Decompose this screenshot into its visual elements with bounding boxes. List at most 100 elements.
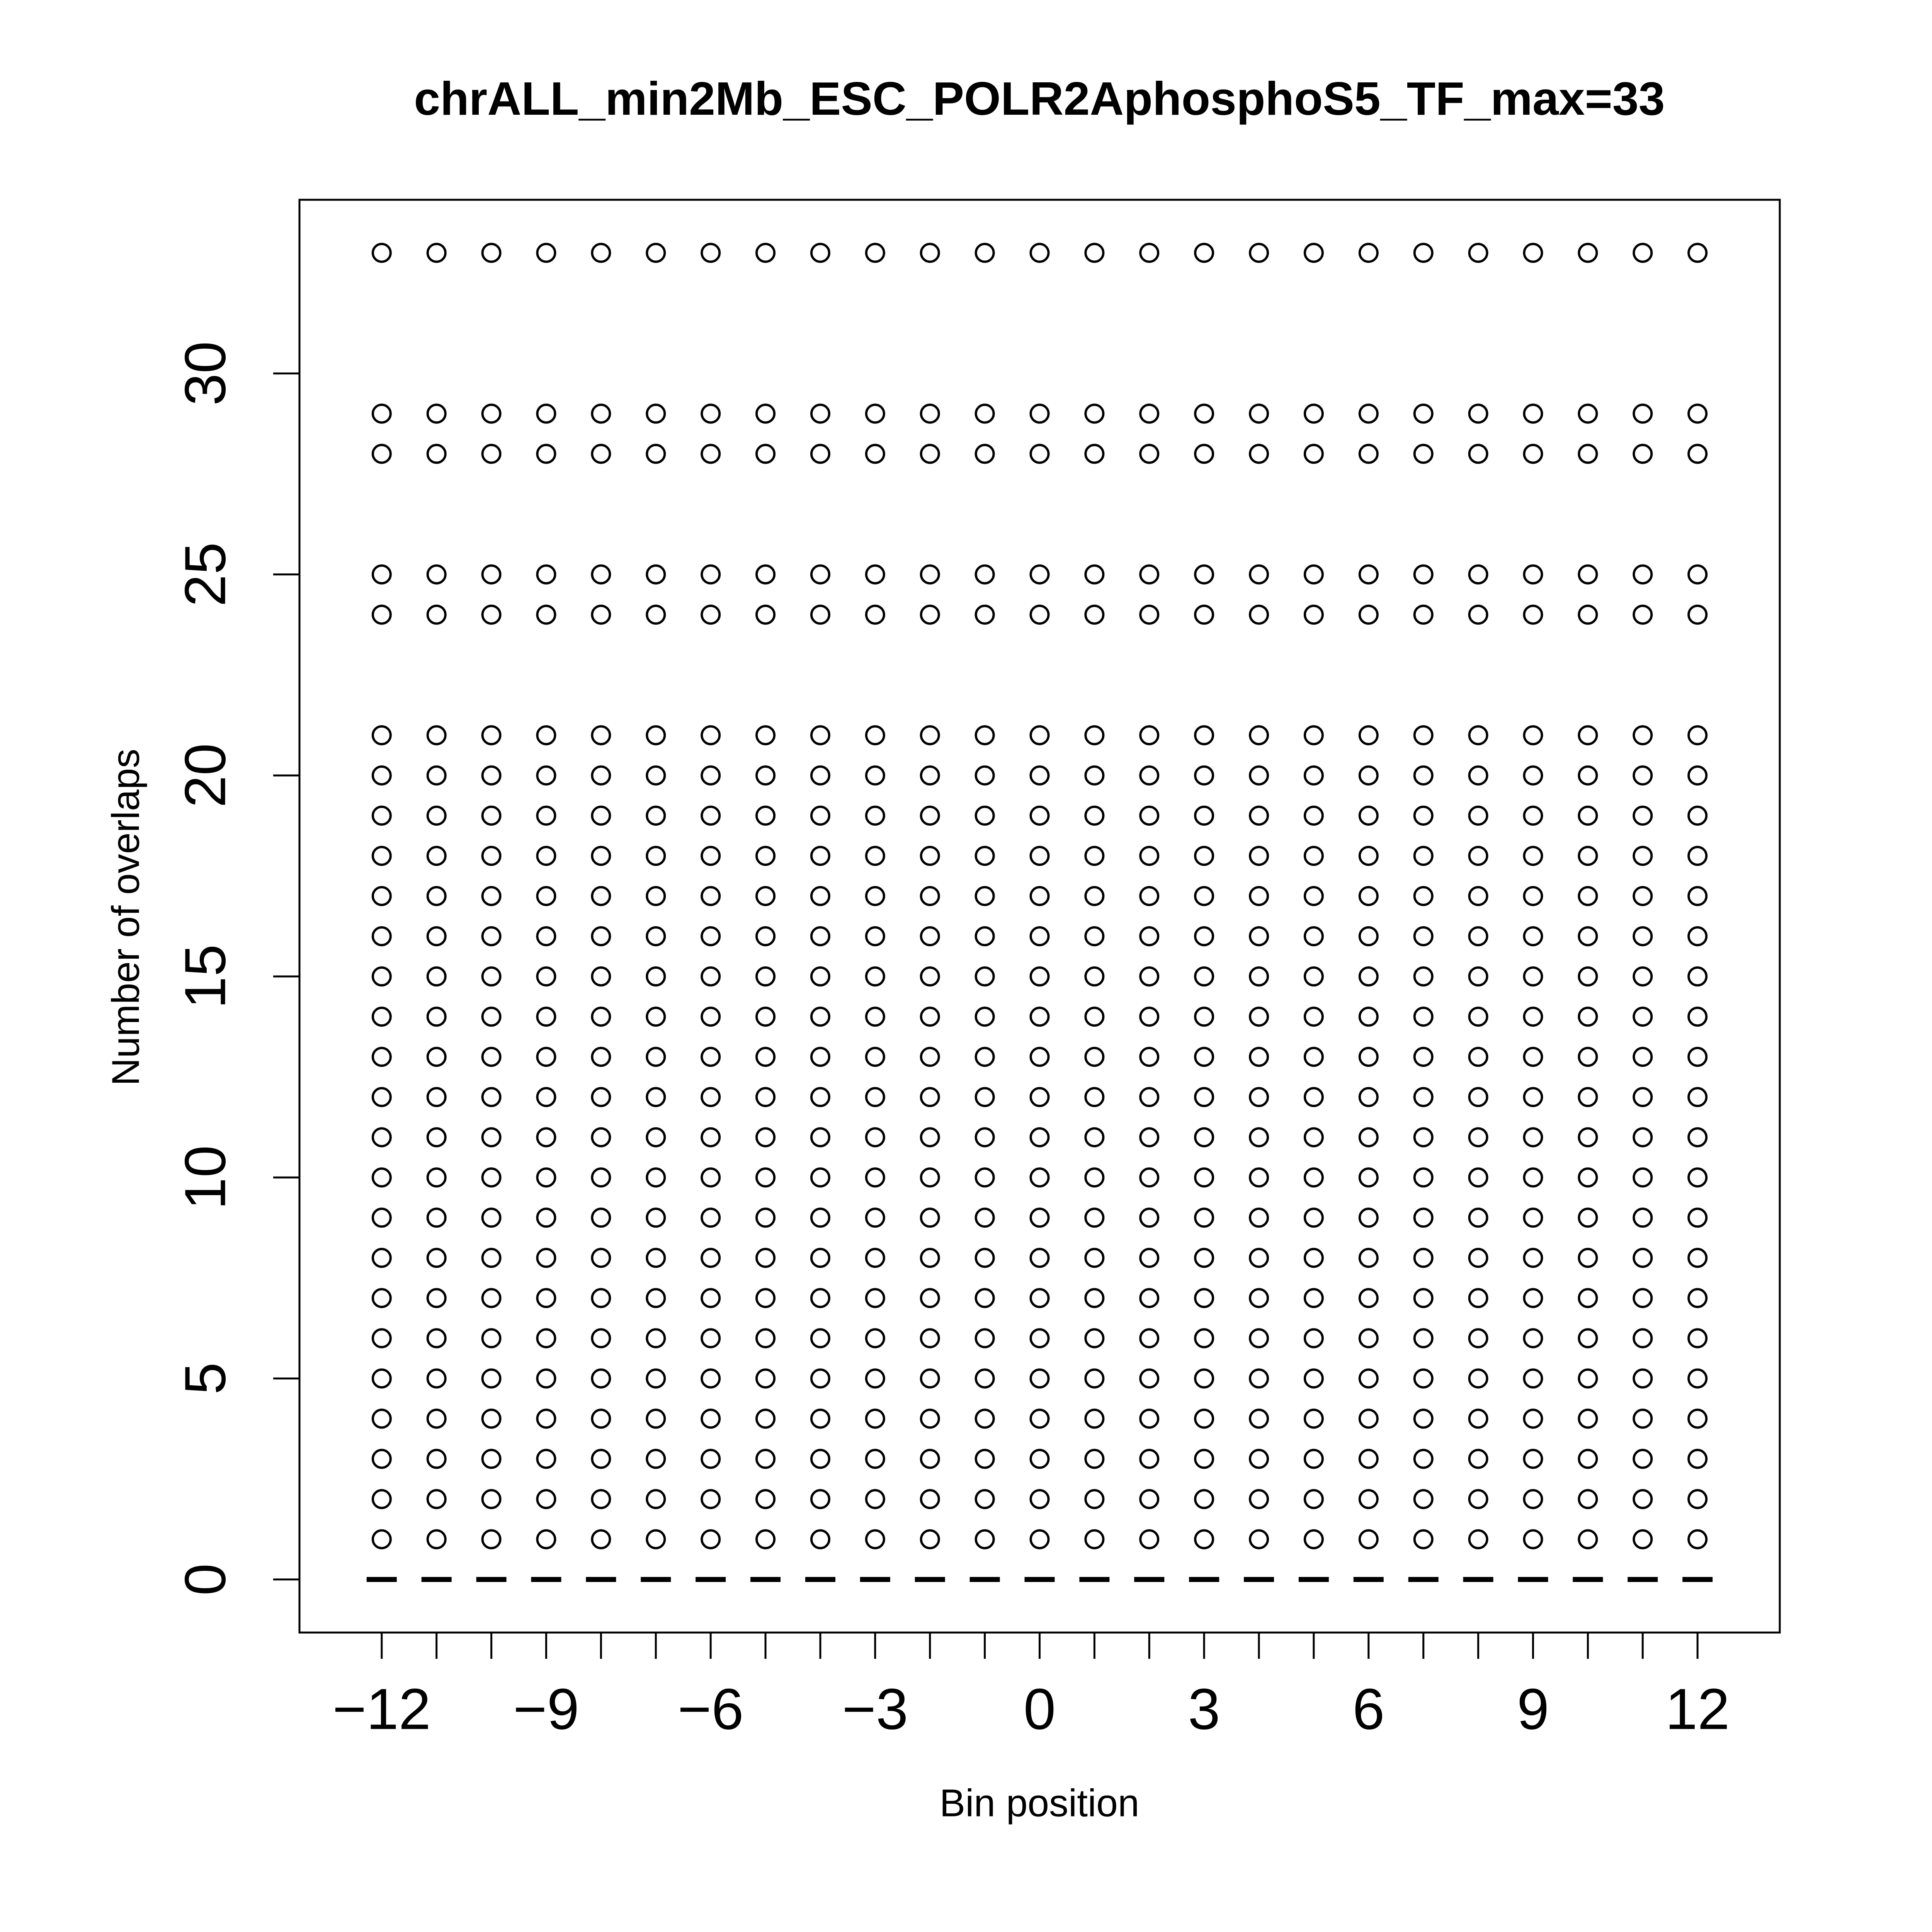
- point: [1413, 805, 1434, 826]
- point: [810, 1529, 830, 1549]
- point: [920, 845, 940, 866]
- point: [1303, 966, 1324, 987]
- point: [646, 845, 666, 866]
- point: [1139, 765, 1160, 786]
- point: [975, 1047, 995, 1067]
- point: [1084, 1529, 1105, 1549]
- point: [810, 1127, 830, 1148]
- point: [1303, 1167, 1324, 1188]
- point: [536, 1087, 556, 1107]
- point: [1029, 1248, 1050, 1268]
- x-tick-label: 0: [1024, 1677, 1056, 1742]
- point: [1084, 1087, 1105, 1107]
- point: [426, 444, 447, 464]
- point: [481, 1449, 502, 1469]
- point: [1633, 845, 1653, 866]
- point: [1084, 1408, 1105, 1429]
- point: [646, 966, 666, 987]
- point: [810, 1489, 830, 1509]
- point: [975, 444, 995, 464]
- point: [975, 1127, 995, 1148]
- y-axis-label: Number of overlaps: [104, 749, 147, 1086]
- point: [1029, 1288, 1050, 1308]
- point: [536, 765, 556, 786]
- point: [426, 1248, 447, 1268]
- point: [481, 886, 502, 906]
- point: [1303, 1489, 1324, 1509]
- point: [646, 725, 666, 745]
- point: [1358, 1449, 1379, 1469]
- point: [810, 403, 830, 424]
- point: [865, 805, 885, 826]
- point: [975, 926, 995, 947]
- point: [810, 1368, 830, 1389]
- point: [591, 403, 611, 424]
- point: [1358, 805, 1379, 826]
- x-tick-label: −12: [333, 1677, 431, 1742]
- point: [1523, 886, 1543, 906]
- point: [810, 926, 830, 947]
- point: [536, 564, 556, 585]
- point: [1687, 1529, 1708, 1549]
- point: [646, 886, 666, 906]
- point: [1249, 1248, 1269, 1268]
- point: [1468, 1328, 1488, 1349]
- point: [426, 1127, 447, 1148]
- point: [810, 564, 830, 585]
- point: [755, 926, 776, 947]
- point: [865, 1208, 885, 1228]
- point: [920, 765, 940, 786]
- point: [1633, 403, 1653, 424]
- point: [701, 966, 721, 987]
- point: [1139, 1248, 1160, 1268]
- point: [1578, 1408, 1598, 1429]
- point: [1084, 1127, 1105, 1148]
- point: [755, 1408, 776, 1429]
- point: [1578, 1047, 1598, 1067]
- point: [755, 564, 776, 585]
- point: [920, 1368, 940, 1389]
- point: [426, 1408, 447, 1429]
- point: [481, 1328, 502, 1349]
- point: [371, 725, 392, 745]
- point: [701, 564, 721, 585]
- point: [481, 1529, 502, 1549]
- point: [810, 1208, 830, 1228]
- point: [1358, 1288, 1379, 1308]
- point: [371, 1047, 392, 1067]
- point: [371, 966, 392, 987]
- x-axis-label: Bin position: [940, 1781, 1139, 1825]
- point: [536, 1288, 556, 1308]
- point: [865, 604, 885, 625]
- point: [426, 1328, 447, 1349]
- point: [920, 403, 940, 424]
- point: [755, 1449, 776, 1469]
- y-tick-label: 15: [173, 944, 238, 1009]
- point: [1194, 1368, 1214, 1389]
- y-tick-label: 10: [173, 1145, 238, 1210]
- point: [1303, 805, 1324, 826]
- point: [865, 926, 885, 947]
- point: [920, 1408, 940, 1429]
- point: [1139, 1328, 1160, 1349]
- point: [481, 403, 502, 424]
- point: [591, 1288, 611, 1308]
- point: [1139, 1529, 1160, 1549]
- point: [701, 1449, 721, 1469]
- x-tick-label: −6: [678, 1677, 744, 1742]
- point: [536, 1127, 556, 1148]
- point: [1468, 1529, 1488, 1549]
- point: [975, 564, 995, 585]
- point: [1578, 886, 1598, 906]
- point: [1084, 805, 1105, 826]
- point: [1468, 1007, 1488, 1027]
- point: [1633, 1007, 1653, 1027]
- point: [1029, 725, 1050, 745]
- point: [755, 845, 776, 866]
- point: [646, 926, 666, 947]
- point: [646, 1489, 666, 1509]
- point: [701, 1007, 721, 1027]
- point: [1413, 444, 1434, 464]
- y-tick-label: 30: [173, 341, 238, 406]
- point: [426, 765, 447, 786]
